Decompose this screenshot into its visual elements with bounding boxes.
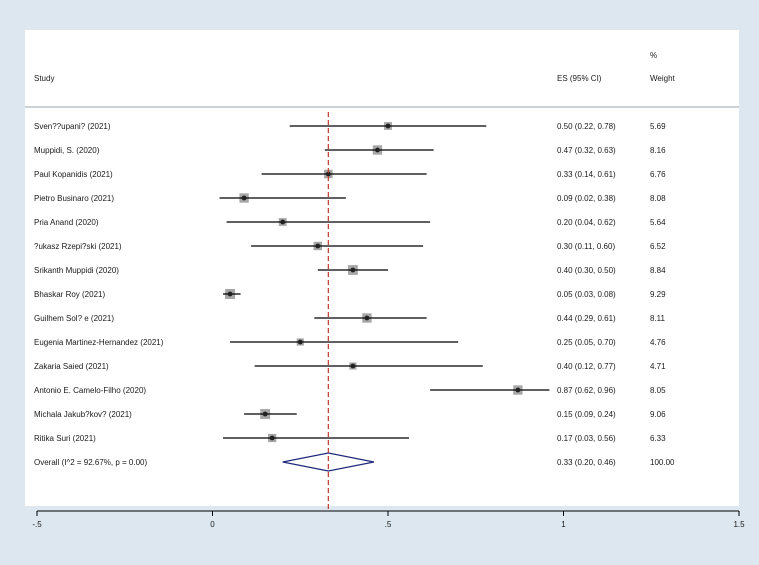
study-point — [269, 435, 275, 441]
study-point — [227, 291, 233, 297]
study-point — [241, 195, 247, 201]
study-label: Bhaskar Roy (2021) — [34, 290, 105, 299]
study-weight: 4.71 — [650, 362, 666, 371]
study-weight: 8.05 — [650, 386, 666, 395]
study-label: Srikanth Muppidi (2020) — [34, 266, 119, 275]
study-weight: 5.64 — [650, 218, 666, 227]
study-point — [364, 315, 370, 321]
study-point — [515, 387, 521, 393]
study-es: 0.25 (0.05, 0.70) — [557, 338, 616, 347]
study-point — [315, 243, 321, 249]
study-weight: 9.06 — [650, 410, 666, 419]
overall-row: Overall (I^2 = 92.67%, p = 0.00) 0.33 (0.… — [34, 452, 675, 472]
study-weight: 9.29 — [650, 290, 666, 299]
study-point — [385, 123, 391, 129]
plot-panel — [25, 30, 739, 506]
study-weight: 6.33 — [650, 434, 666, 443]
study-weight: 8.16 — [650, 146, 666, 155]
study-es: 0.44 (0.29, 0.61) — [557, 314, 616, 323]
x-tick-label: -.5 — [32, 520, 42, 529]
overall-label: Overall (I^2 = 92.67%, p = 0.00) — [34, 458, 147, 467]
study-weight: 4.76 — [650, 338, 666, 347]
study-point — [297, 339, 303, 345]
study-label: ?ukasz Rzepi?ski (2021) — [34, 242, 122, 251]
study-es: 0.33 (0.14, 0.61) — [557, 170, 616, 179]
x-axis: -.5 0 .5 1 1.5 — [32, 511, 745, 529]
x-tick-label: 1 — [561, 520, 566, 529]
study-label: Muppidi, S. (2020) — [34, 146, 100, 155]
study-label: Ritika Suri (2021) — [34, 434, 96, 443]
study-label: Sven??upani? (2021) — [34, 122, 111, 131]
study-weight: 8.11 — [650, 314, 666, 323]
x-tick-label: .5 — [385, 520, 392, 529]
study-es: 0.50 (0.22, 0.78) — [557, 122, 616, 131]
study-label: Paul Kopanidis (2021) — [34, 170, 113, 179]
study-point — [350, 363, 356, 369]
study-weight: 6.76 — [650, 170, 666, 179]
overall-es: 0.33 (0.20, 0.46) — [557, 458, 616, 467]
x-tick-label: 1.5 — [733, 520, 745, 529]
study-es: 0.40 (0.12, 0.77) — [557, 362, 616, 371]
study-label: Zakaria Saied (2021) — [34, 362, 109, 371]
study-es: 0.40 (0.30, 0.50) — [557, 266, 616, 275]
study-weight: 5.69 — [650, 122, 666, 131]
study-weight: 8.84 — [650, 266, 666, 275]
study-es: 0.05 (0.03, 0.08) — [557, 290, 616, 299]
study-es: 0.15 (0.09, 0.24) — [557, 410, 616, 419]
study-point — [280, 219, 286, 225]
header-weight: Weight — [650, 74, 676, 83]
study-rows: Sven??upani? (2021) 0.50 (0.22, 0.78) 5.69… — [34, 122, 666, 443]
study-es: 0.20 (0.04, 0.62) — [557, 218, 616, 227]
study-es: 0.87 (0.62, 0.96) — [557, 386, 616, 395]
study-label: Antonio E. Camelo-Filho (2020) — [34, 386, 146, 395]
study-label: Michala Jakub?kov? (2021) — [34, 410, 132, 419]
study-es: 0.30 (0.11, 0.60) — [557, 242, 615, 251]
overall-weight: 100.00 — [650, 458, 675, 467]
study-point — [262, 411, 268, 417]
study-label: Guilhem Sol? e (2021) — [34, 314, 114, 323]
study-es: 0.47 (0.32, 0.63) — [557, 146, 616, 155]
study-point — [325, 171, 331, 177]
study-es: 0.17 (0.03, 0.56) — [557, 434, 616, 443]
study-weight: 6.52 — [650, 242, 666, 251]
study-label: Pietro Businaro (2021) — [34, 194, 114, 203]
study-weight: 8.08 — [650, 194, 666, 203]
header-es: ES (95% CI) — [557, 74, 602, 83]
header-weight-percent: % — [650, 51, 657, 60]
study-point — [350, 267, 356, 273]
header-study: Study — [34, 74, 54, 83]
study-label: Eugenia Martinez-Hernandez (2021) — [34, 338, 164, 347]
x-tick-label: 0 — [210, 520, 215, 529]
study-point — [375, 147, 380, 153]
study-label: Pria Anand (2020) — [34, 218, 99, 227]
overall-diamond — [282, 452, 375, 472]
study-es: 0.09 (0.02, 0.38) — [557, 194, 616, 203]
